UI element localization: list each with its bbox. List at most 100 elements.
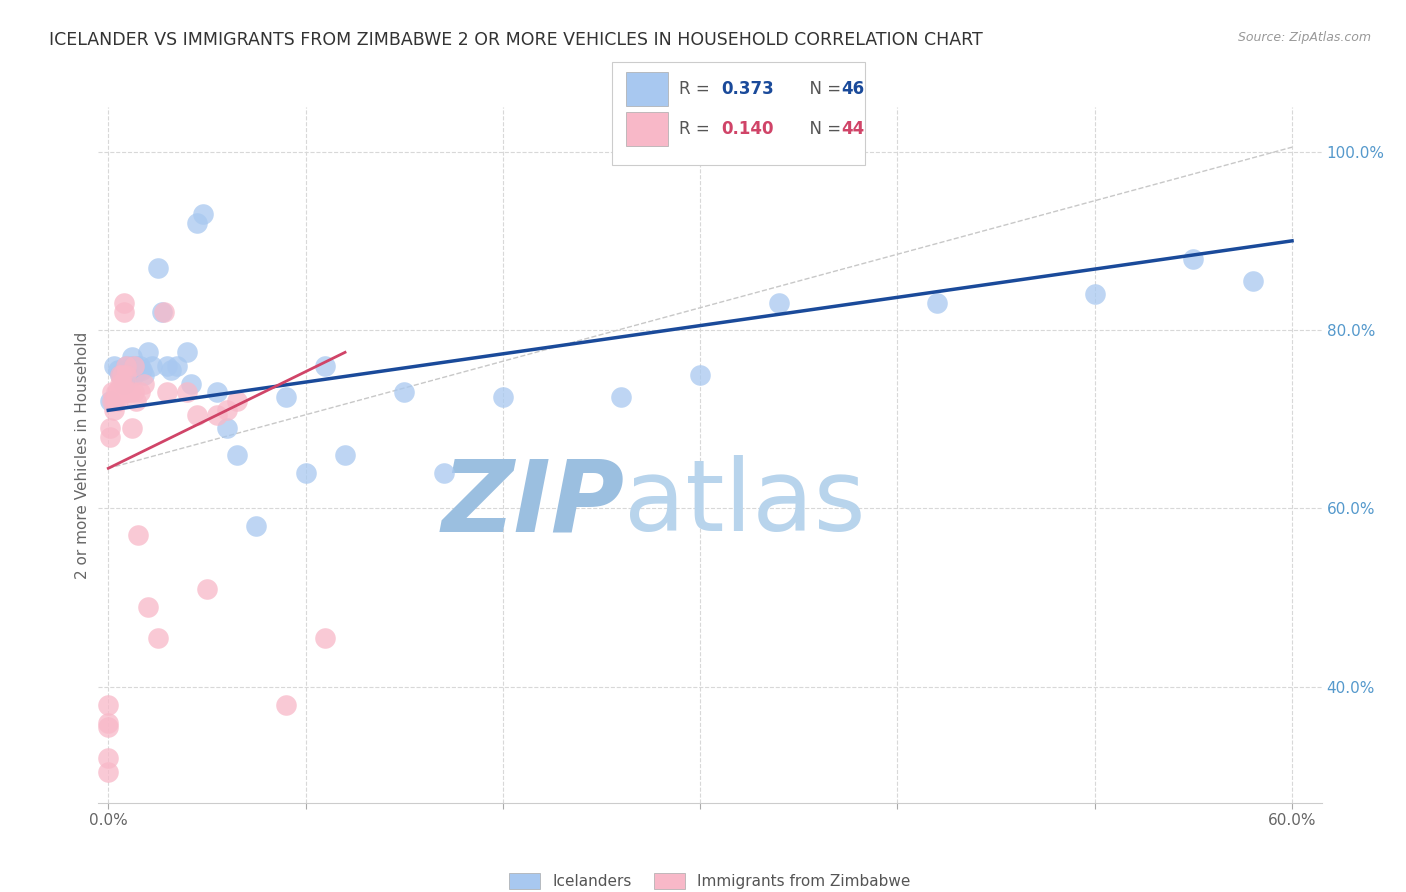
Point	[112, 296, 135, 310]
Text: ZIP: ZIP	[441, 455, 624, 552]
Point	[101, 394, 124, 409]
Point	[156, 385, 179, 400]
Point	[925, 296, 948, 310]
Point	[107, 363, 129, 377]
Point	[97, 715, 120, 730]
Point	[128, 359, 150, 373]
Point	[689, 368, 711, 382]
Point	[117, 385, 139, 400]
Text: 0.373: 0.373	[721, 80, 775, 98]
Point	[392, 385, 416, 400]
Point	[1241, 274, 1264, 288]
Point	[191, 207, 214, 221]
Point	[215, 421, 238, 435]
Point	[274, 390, 297, 404]
Text: N =: N =	[799, 120, 846, 138]
Point	[122, 385, 145, 400]
Text: 44: 44	[841, 120, 865, 138]
Point	[103, 394, 125, 409]
Point	[1084, 287, 1107, 301]
Point	[186, 216, 208, 230]
Point	[121, 359, 143, 373]
Point	[131, 363, 153, 377]
Point	[132, 368, 155, 382]
Point	[294, 466, 316, 480]
Point	[433, 466, 456, 480]
Point	[97, 764, 120, 779]
Point	[121, 350, 143, 364]
Legend: Icelanders, Immigrants from Zimbabwe: Icelanders, Immigrants from Zimbabwe	[509, 873, 911, 889]
Point	[117, 363, 139, 377]
Point	[108, 376, 131, 391]
Point	[205, 408, 228, 422]
Text: 0.140: 0.140	[721, 120, 773, 138]
Point	[225, 394, 247, 409]
Point	[118, 368, 141, 382]
Text: 46: 46	[841, 80, 863, 98]
Point	[98, 421, 121, 435]
Text: ICELANDER VS IMMIGRANTS FROM ZIMBABWE 2 OR MORE VEHICLES IN HOUSEHOLD CORRELATIO: ICELANDER VS IMMIGRANTS FROM ZIMBABWE 2 …	[49, 31, 983, 49]
Point	[245, 519, 267, 533]
Point	[610, 390, 633, 404]
Point	[768, 296, 790, 310]
Point	[492, 390, 515, 404]
Point	[112, 305, 135, 319]
Point	[103, 359, 125, 373]
Y-axis label: 2 or more Vehicles in Household: 2 or more Vehicles in Household	[75, 331, 90, 579]
Point	[98, 430, 121, 444]
Text: atlas: atlas	[624, 455, 866, 552]
Point	[107, 394, 129, 409]
Point	[108, 368, 131, 382]
Point	[136, 345, 159, 359]
Point	[97, 698, 120, 712]
Point	[150, 305, 173, 319]
Point	[127, 363, 149, 377]
Text: R =: R =	[679, 120, 716, 138]
Point	[156, 359, 179, 373]
Point	[146, 631, 169, 645]
Point	[205, 385, 228, 400]
Point	[314, 631, 336, 645]
Point	[160, 363, 183, 377]
Point	[97, 751, 120, 765]
Point	[111, 368, 134, 382]
Point	[122, 368, 145, 382]
Point	[112, 376, 135, 391]
Point	[115, 359, 138, 373]
Point	[166, 359, 188, 373]
Point	[105, 394, 128, 409]
Point	[274, 698, 297, 712]
Point	[141, 359, 163, 373]
Point	[115, 368, 138, 382]
Point	[118, 385, 141, 400]
Point	[127, 528, 149, 542]
Point	[122, 359, 145, 373]
Point	[136, 599, 159, 614]
Point	[176, 345, 198, 359]
Point	[115, 359, 138, 373]
Point	[97, 720, 120, 734]
Point	[176, 385, 198, 400]
Point	[103, 403, 125, 417]
Point	[101, 385, 124, 400]
Point	[125, 394, 148, 409]
Point	[195, 582, 218, 596]
Point	[333, 448, 356, 462]
Text: Source: ZipAtlas.com: Source: ZipAtlas.com	[1237, 31, 1371, 45]
Text: R =: R =	[679, 80, 716, 98]
Point	[107, 385, 129, 400]
Point	[121, 421, 143, 435]
Point	[105, 385, 128, 400]
Point	[314, 359, 336, 373]
Point	[128, 385, 150, 400]
Point	[125, 359, 148, 373]
Point	[146, 260, 169, 275]
Point	[1182, 252, 1205, 266]
Point	[132, 376, 155, 391]
Point	[215, 403, 238, 417]
Point	[152, 305, 174, 319]
Point	[111, 376, 134, 391]
Point	[186, 408, 208, 422]
Point	[98, 394, 121, 409]
Point	[112, 372, 135, 386]
